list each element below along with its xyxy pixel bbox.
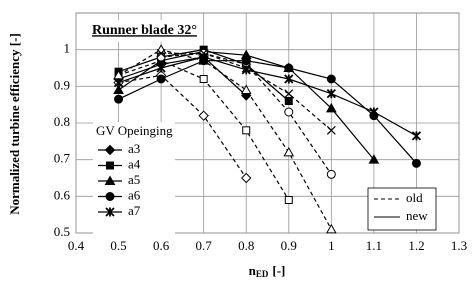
style-legend-box <box>367 187 437 231</box>
marker <box>411 158 421 168</box>
marker <box>104 175 116 185</box>
legend-label: a4 <box>128 156 141 171</box>
x-tick-label: 1.3 <box>451 238 467 253</box>
y-axis-label: Normalized turbine efficiency [-] <box>7 33 22 215</box>
marker <box>104 144 116 156</box>
marker <box>326 89 336 99</box>
x-tick-label: 1.2 <box>408 238 424 253</box>
marker <box>156 74 166 84</box>
marker <box>156 48 166 58</box>
y-tick-label: 0.9 <box>54 77 70 92</box>
y-tick-label: 0.5 <box>54 224 70 239</box>
marker <box>284 74 294 84</box>
new-legend-label: new <box>406 208 428 223</box>
x-tick-label: 0.8 <box>238 238 254 253</box>
marker <box>114 94 124 104</box>
marker <box>284 89 294 99</box>
new-line <box>118 56 417 137</box>
marker <box>241 56 251 66</box>
marker <box>198 110 209 121</box>
legend-label: a3 <box>128 141 140 156</box>
marker <box>241 65 251 75</box>
x-label-main: n <box>249 263 257 278</box>
x-axis-label: nED [-] <box>249 263 286 279</box>
marker <box>106 161 114 170</box>
x-label-sub: ED <box>256 269 269 279</box>
marker <box>240 84 252 94</box>
x-tick-label: 0.9 <box>281 238 297 253</box>
legend-label: a5 <box>128 172 140 187</box>
marker <box>113 84 124 94</box>
y-tick-label: 0.6 <box>54 187 71 202</box>
marker <box>156 63 166 73</box>
x-tick-label: 1 <box>328 238 335 253</box>
marker <box>199 75 208 83</box>
marker <box>369 107 379 117</box>
y-tick-label: 1 <box>64 41 71 56</box>
marker <box>325 102 337 113</box>
marker <box>284 63 294 73</box>
marker <box>326 169 336 179</box>
marker <box>325 223 337 234</box>
marker <box>113 78 124 88</box>
marker <box>284 107 294 117</box>
marker <box>284 196 293 204</box>
marker <box>411 131 422 141</box>
marker <box>199 52 209 62</box>
new-line <box>118 56 247 96</box>
marker <box>284 97 293 105</box>
marker <box>241 172 252 184</box>
marker <box>326 74 336 84</box>
marker <box>326 125 336 135</box>
marker <box>368 154 380 164</box>
marker <box>156 52 166 62</box>
old-legend-label: old <box>406 190 423 205</box>
old-line <box>118 74 247 179</box>
marker <box>242 126 251 135</box>
legend-title: GV Opeinging <box>96 123 173 138</box>
x-tick-label: 0.7 <box>196 238 213 253</box>
x-tick-label: 1.1 <box>366 238 382 253</box>
x-label-unit: [-] <box>272 263 285 278</box>
marker <box>283 146 295 157</box>
chart-title: Runner blade 32° <box>92 23 197 38</box>
title-box <box>88 20 196 42</box>
x-tick-label: 0.5 <box>110 238 126 253</box>
marker <box>105 207 115 217</box>
y-tick-label: 0.7 <box>54 151 71 166</box>
old-line <box>118 49 332 230</box>
legend-label: a6 <box>128 187 141 202</box>
x-tick-label: 0.6 <box>153 238 170 253</box>
marker <box>105 192 115 201</box>
legend-label: a7 <box>128 203 141 218</box>
y-tick-label: 0.8 <box>54 114 70 129</box>
x-tick-label: 0.4 <box>68 238 85 253</box>
